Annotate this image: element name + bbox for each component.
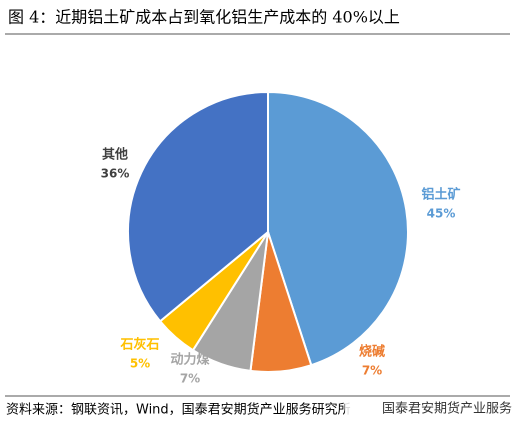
slice-value-label: 45% xyxy=(427,207,456,221)
source: 资料来源：钢联资讯，Wind，国泰君安期货产业服务研究所 xyxy=(6,402,351,418)
slice-value-label: 5% xyxy=(130,357,150,371)
chart-title: 图 4：近期铝土矿成本占到氧化铝生产成本的 40%以上 xyxy=(8,8,400,27)
pie-slice xyxy=(267,90,409,367)
slice-label: 烧碱 xyxy=(359,344,385,360)
slice-label: 其他 xyxy=(102,147,128,163)
slice-value-label: 7% xyxy=(362,364,382,378)
slice-label: 石灰石 xyxy=(119,337,159,353)
watermark: 国泰君安期货产业服务 xyxy=(382,401,512,417)
slice-value-label: 7% xyxy=(180,372,200,386)
slice-label: 动力煤 xyxy=(170,352,209,368)
pie-slice xyxy=(127,90,269,323)
pie xyxy=(127,90,409,373)
slice-value-label: 36% xyxy=(101,167,130,181)
slice-label: 铝土矿 xyxy=(421,187,460,203)
watermark-bg xyxy=(345,398,525,420)
